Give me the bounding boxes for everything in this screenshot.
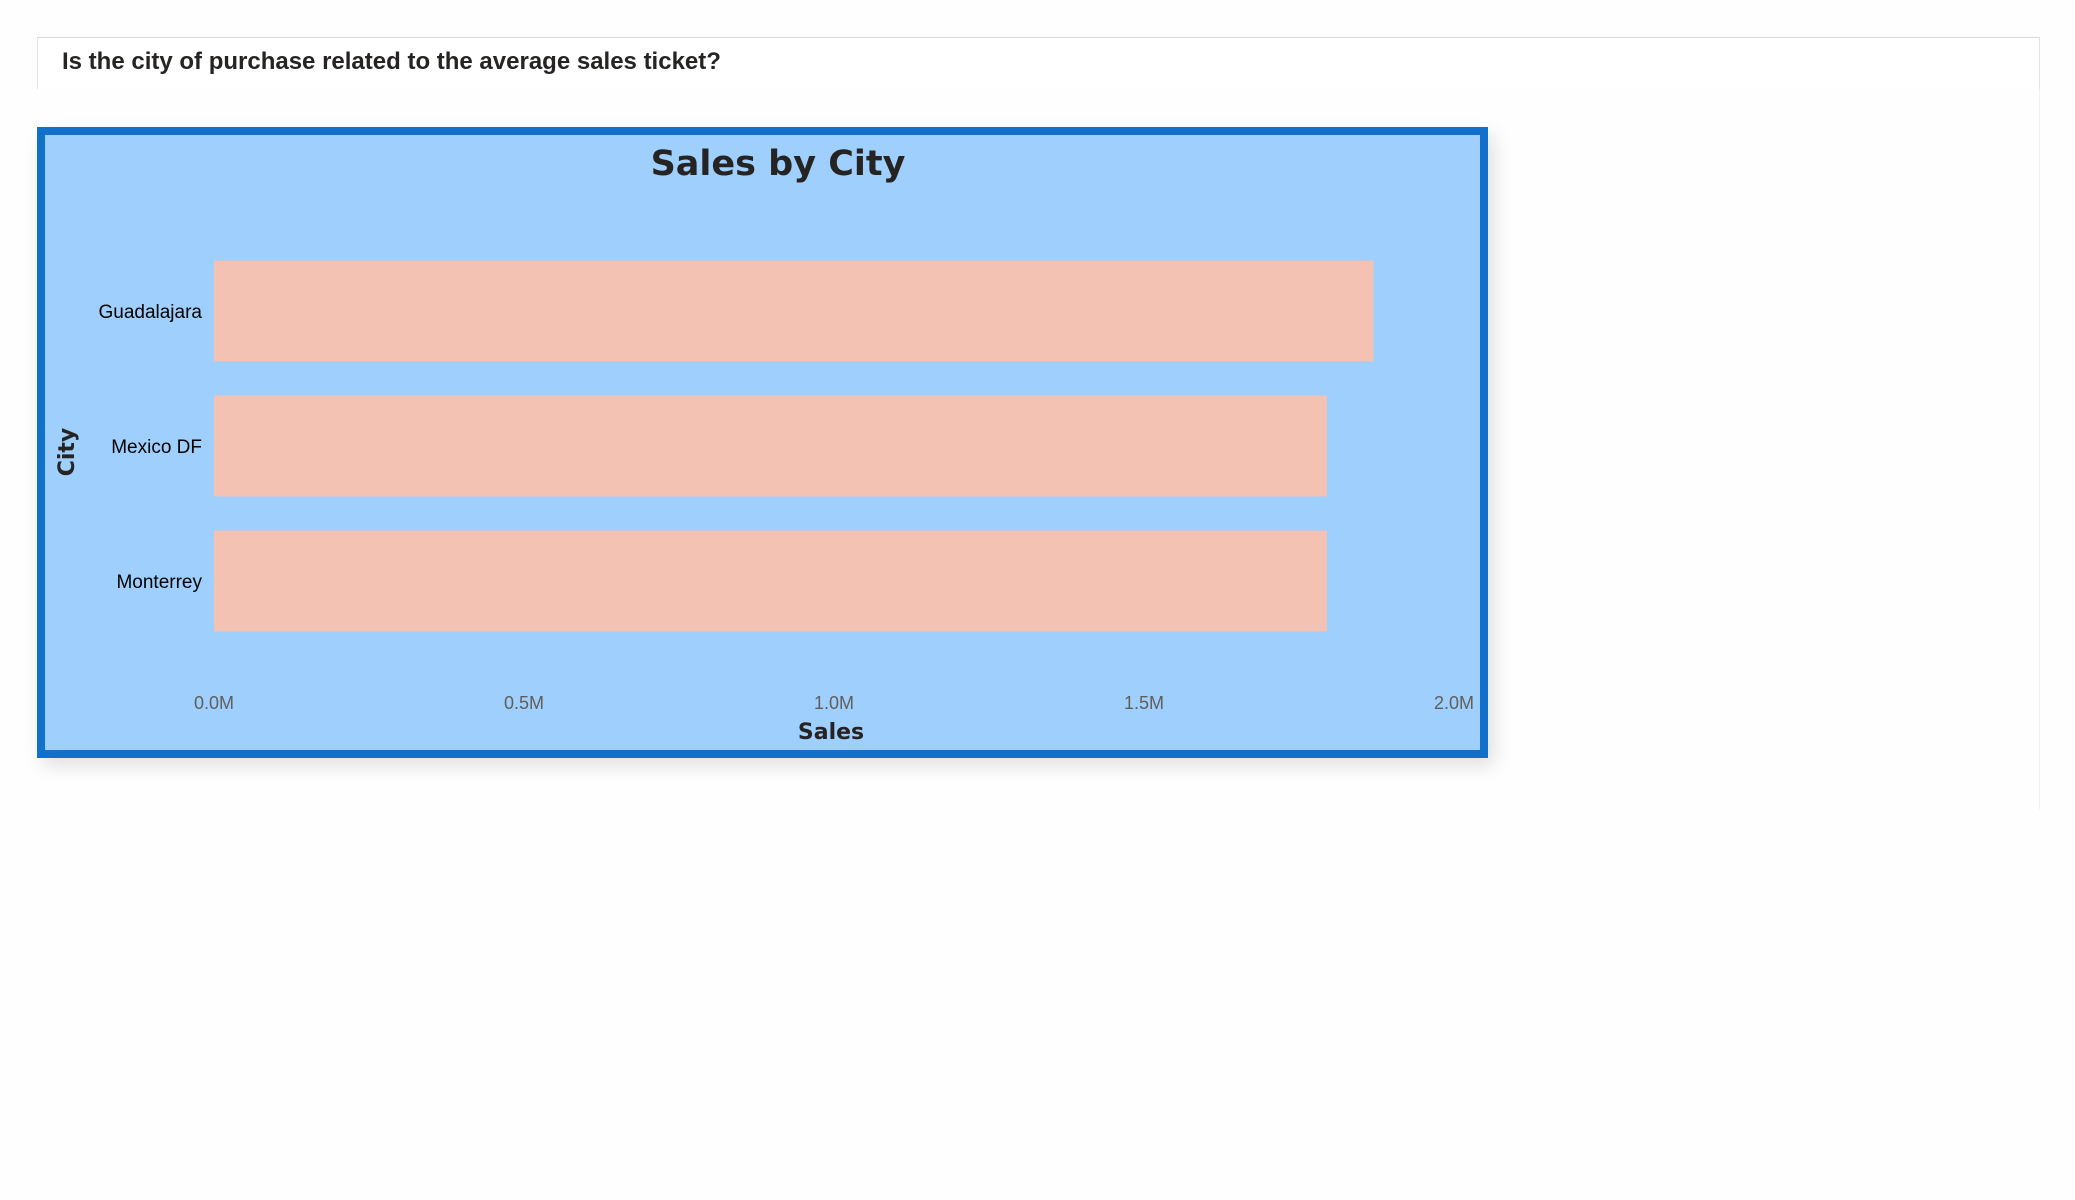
category-labels-group: Guadalajara Mexico DF Monterrey xyxy=(98,302,202,593)
bar-mexico-df[interactable] xyxy=(214,395,1327,497)
question-text: Is the city of purchase related to the a… xyxy=(62,48,721,75)
category-label: Monterrey xyxy=(116,572,202,593)
x-tick-label: 0.0M xyxy=(194,693,234,713)
question-textbox[interactable]: Is the city of purchase related to the a… xyxy=(37,37,2040,89)
y-axis-title: City xyxy=(55,428,80,477)
category-label: Mexico DF xyxy=(111,437,202,458)
bars-group xyxy=(214,260,1374,632)
sales-by-city-visual[interactable]: Sales by City Guadalajara Mexico DF Monter… xyxy=(37,127,1488,758)
empty-panel-outline xyxy=(1490,89,2040,809)
x-tick-label: 2.0M xyxy=(1434,693,1474,713)
bar-monterrey[interactable] xyxy=(214,530,1327,632)
category-label: Guadalajara xyxy=(98,302,202,323)
x-tick-label: 1.0M xyxy=(814,693,854,713)
x-tick-labels-group: 0.0M 0.5M 1.0M 1.5M 2.0M xyxy=(194,693,1474,713)
x-tick-label: 0.5M xyxy=(504,693,544,713)
x-tick-label: 1.5M xyxy=(1124,693,1164,713)
chart-title: Sales by City xyxy=(651,144,906,184)
bar-chart: Sales by City Guadalajara Mexico DF Monter… xyxy=(55,144,1474,745)
bar-guadalajara[interactable] xyxy=(214,260,1374,362)
x-axis-title: Sales xyxy=(798,720,864,745)
